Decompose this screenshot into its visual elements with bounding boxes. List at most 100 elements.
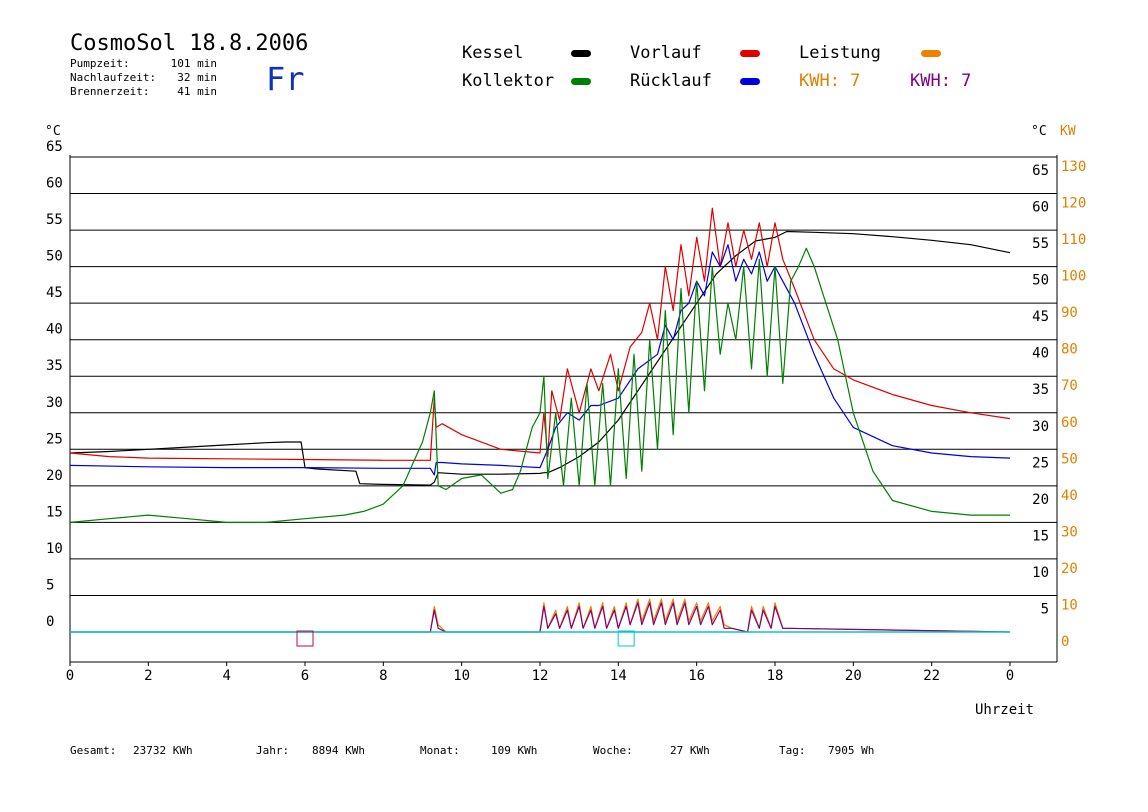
legend-label-ruecklauf: Rücklauf [630, 71, 712, 91]
x-tick-label: 20 [845, 668, 862, 684]
chart-title: CosmoSol 18.8.2006 [70, 31, 308, 56]
legend: Kessel Vorlauf Leistung Kollektor Rückla… [462, 43, 971, 91]
y-left-tick-label: 45 [46, 285, 63, 301]
y-right-tick-label: 15 [1032, 528, 1049, 544]
y-right-tick-label: 30 [1032, 419, 1049, 435]
y-right-tick-label: 60 [1032, 200, 1049, 216]
x-tick-label: 6 [301, 668, 309, 684]
grid [70, 156, 1057, 596]
tick-labels: 0510152025303540455055606551015202530354… [46, 139, 1086, 684]
series-line-rcklauf [69, 244, 1011, 476]
y2-tick-label: 50 [1061, 451, 1078, 467]
y-right-tick-label: 65 [1032, 163, 1049, 179]
legend-label-kollektor: Kollektor [462, 71, 554, 91]
y2-tick-label: 0 [1061, 634, 1069, 650]
footer-label-tag: Tag: [779, 744, 806, 757]
y2-tick-label: 130 [1061, 159, 1086, 175]
y-right-tick-label: 55 [1032, 236, 1049, 252]
footer-label-gesamt: Gesamt: [70, 744, 116, 757]
y2-tick-label: 30 [1061, 524, 1078, 540]
kwh-label-orange: KWH: 7 [799, 71, 860, 91]
time-label-nachlauf: Nachlaufzeit: [70, 71, 156, 84]
y-left-tick-label: 0 [46, 614, 54, 630]
pump-marker [617, 630, 635, 647]
time-value-brenner: 41 min [177, 85, 217, 98]
x-tick-label: 18 [767, 668, 784, 684]
y-right-tick-label: 40 [1032, 346, 1049, 362]
footer-label-woche: Woche: [593, 744, 633, 757]
x-tick-label: 14 [610, 668, 627, 684]
footer-value-woche: 27 KWh [670, 744, 710, 757]
x-tick-label: 2 [144, 668, 152, 684]
x-tick-label: 8 [379, 668, 387, 684]
axes [69, 155, 1058, 663]
legend-label-kessel: Kessel [462, 43, 523, 63]
y-left-tick-label: 25 [46, 431, 63, 447]
y-right-tick-label: 5 [1041, 601, 1049, 617]
legend-swatch-leistung [921, 50, 941, 57]
legend-swatch-kollektor [571, 78, 591, 85]
footer-value-jahr: 8894 KWh [312, 744, 365, 757]
pump-markers [296, 630, 635, 647]
kwh-label-purple: KWH: 7 [910, 71, 971, 91]
y2-tick-label: 80 [1061, 342, 1078, 358]
day-label: Fr [266, 60, 305, 98]
legend-swatch-kessel [571, 50, 591, 57]
time-value-pump: 101 min [171, 57, 217, 70]
y-left-tick-label: 10 [46, 541, 63, 557]
series-line-kessel [69, 230, 1011, 486]
y-right-tick-label: 45 [1032, 309, 1049, 325]
y-left-tick-label: 15 [46, 504, 63, 520]
y-right-unit: °C [1031, 124, 1047, 139]
y2-tick-label: 100 [1061, 269, 1086, 285]
y-right-tick-label: 25 [1032, 455, 1049, 471]
footer-label-jahr: Jahr: [256, 744, 289, 757]
time-label-brenner: Brennerzeit: [70, 85, 149, 98]
y2-tick-label: 90 [1061, 305, 1078, 321]
y-right-tick-label: 20 [1032, 492, 1049, 508]
footer-value-gesamt: 23732 KWh [133, 744, 193, 757]
y-left-tick-label: 65 [46, 139, 63, 155]
y-left-tick-label: 5 [46, 577, 54, 593]
x-tick-label: 22 [923, 668, 940, 684]
legend-label-leistung: Leistung [799, 43, 881, 63]
y2-tick-label: 20 [1061, 561, 1078, 577]
y-left-tick-label: 20 [46, 468, 63, 484]
y-left-unit: °C [45, 124, 61, 139]
x-tick-label: 12 [532, 668, 549, 684]
x-axis-label: Uhrzeit [975, 702, 1034, 718]
legend-label-vorlauf: Vorlauf [630, 43, 702, 63]
y2-tick-label: 110 [1061, 232, 1086, 248]
series-line-kwh [70, 602, 1011, 633]
footer-label-monat: Monat: [420, 744, 460, 757]
y-left-tick-label: 55 [46, 212, 63, 228]
x-tick-label: 4 [222, 668, 230, 684]
footer-value-monat: 109 KWh [491, 744, 537, 757]
time-label-pump: Pumpzeit: [70, 57, 130, 70]
times-block: Pumpzeit: 101 min Nachlaufzeit: 32 min B… [70, 57, 217, 98]
legend-swatch-ruecklauf [740, 78, 760, 85]
footer: Gesamt: 23732 KWh Jahr: 8894 KWh Monat: … [70, 744, 874, 757]
y-left-tick-label: 60 [46, 176, 63, 192]
x-tick-label: 16 [688, 668, 705, 684]
series-line-leistung [70, 598, 1011, 633]
y-right-tick-label: 50 [1032, 273, 1049, 289]
y-left-tick-label: 35 [46, 358, 63, 374]
y2-tick-label: 120 [1061, 196, 1086, 212]
y2-tick-label: 40 [1061, 488, 1078, 504]
y2-tick-label: 60 [1061, 415, 1078, 431]
series-line-kollektor [69, 247, 1010, 524]
y-left-tick-label: 50 [46, 249, 63, 265]
y-right-tick-label: 35 [1032, 382, 1049, 398]
series-line-vorlauf [69, 207, 1011, 461]
legend-swatch-vorlauf [740, 50, 760, 57]
pump-marker [296, 630, 314, 647]
y2-unit: KW [1060, 124, 1076, 139]
y2-tick-label: 70 [1061, 378, 1078, 394]
y-left-tick-label: 40 [46, 322, 63, 338]
x-tick-label: 0 [66, 668, 74, 684]
y2-tick-label: 10 [1061, 597, 1078, 613]
x-tick-label: 10 [453, 668, 470, 684]
